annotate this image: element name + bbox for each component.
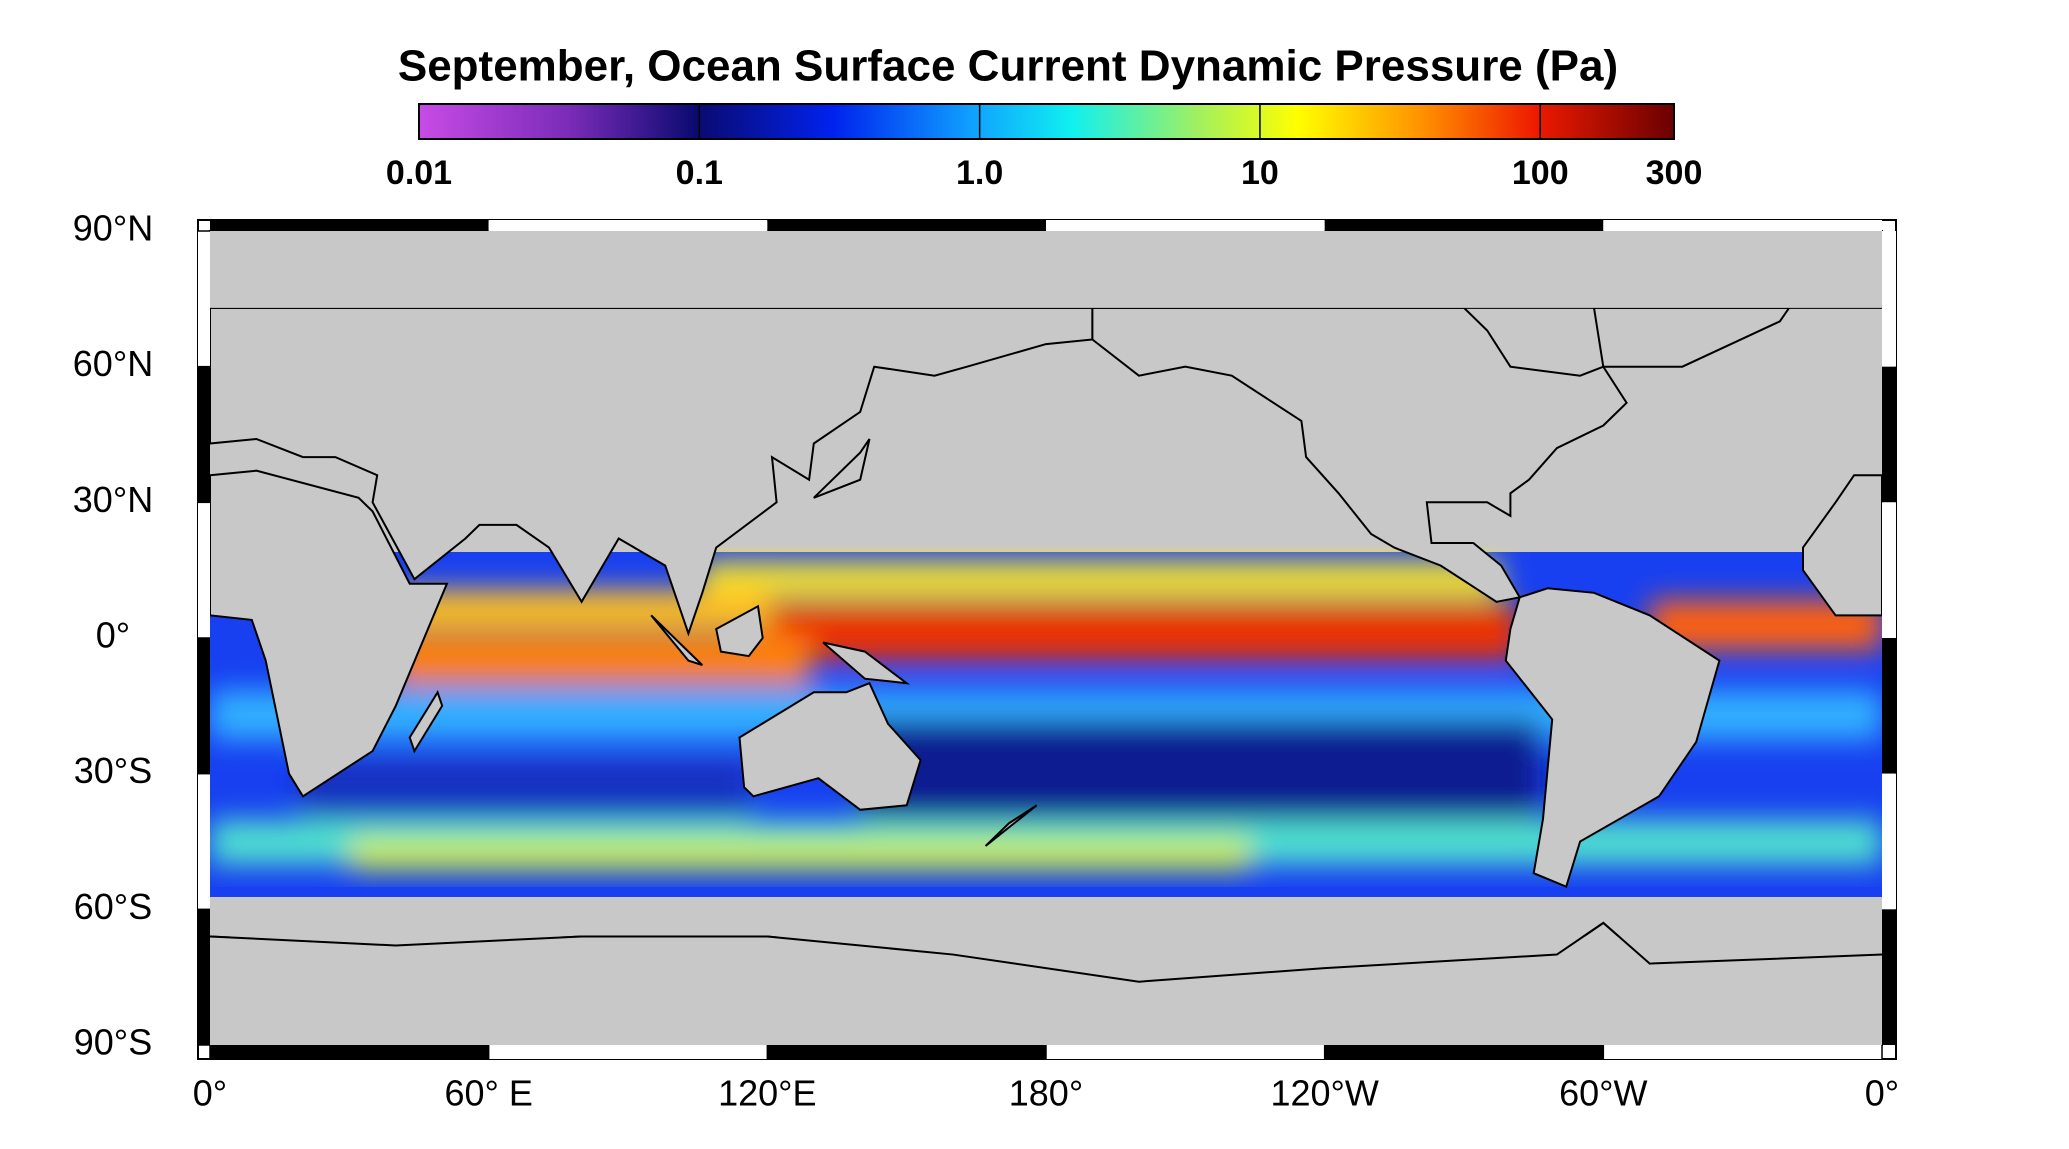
band (700, 560, 1500, 600)
colorbar (418, 103, 1675, 140)
frame-segment (210, 1045, 489, 1059)
axes: 90°N 60°N 30°N 0° 30°S 60°S 90°S 0° 60° E 120°E 18… (73, 208, 1899, 1114)
frame-segment (488, 1045, 768, 1059)
frame-segment (198, 909, 210, 1045)
frame-segment (198, 231, 210, 367)
colorbar-tick-label: 1.0 (956, 154, 1003, 192)
y-tick-label: 30°N (73, 479, 153, 520)
y-tick-label: 60°N (73, 343, 153, 384)
colorbar-tick-label: 100 (1512, 154, 1569, 192)
frame-ticks (198, 220, 1896, 1059)
land-mass (813, 438, 871, 499)
frame-segment (198, 638, 210, 774)
y-tick-label: 30°S (74, 750, 152, 791)
land (209, 230, 1883, 1046)
frame-segment (1882, 909, 1896, 1045)
frame-segment (1882, 638, 1896, 774)
frame-segment (1046, 1045, 1325, 1059)
frame-segment (198, 773, 210, 910)
north-mask (210, 231, 1882, 308)
land-mass (209, 469, 449, 798)
frame-segment (1882, 231, 1896, 367)
frame-segment (198, 366, 210, 503)
x-tick-label: 60° E (444, 1073, 532, 1114)
frame-segment (1882, 773, 1896, 910)
land-mass (1504, 587, 1721, 889)
frame-segment (767, 220, 1046, 231)
band (350, 840, 1250, 870)
band (300, 760, 750, 820)
frame-segment (1603, 220, 1882, 231)
frame-segment (1324, 1045, 1604, 1059)
y-tick-label: 60°S (74, 886, 152, 927)
band (860, 720, 1540, 830)
frame-segment (1603, 1045, 1882, 1059)
land-mass (1091, 306, 1628, 603)
frame-segment (198, 502, 210, 638)
frame-segment (210, 220, 489, 231)
land-mass (738, 681, 922, 811)
land-mass (822, 641, 911, 685)
colorbar-tick-label: 0.01 (386, 154, 452, 192)
colorbar-tick-label: 10 (1241, 154, 1279, 192)
land-mass (650, 614, 703, 667)
x-tick-label: 120°W (1270, 1073, 1378, 1114)
land-mass (408, 689, 444, 754)
x-tick-label: 120°E (718, 1073, 816, 1114)
frame-segment (1882, 502, 1896, 638)
y-tick-label: 0° (96, 615, 130, 656)
colorbar-ticks: 0.01 0.1 1.0 10 100 300 (386, 104, 1702, 192)
x-tick-label: 0° (193, 1073, 227, 1114)
antarctic-coast (209, 921, 1883, 983)
x-tick-label: 60°W (1559, 1073, 1647, 1114)
colorbar-tick-label: 0.1 (676, 154, 723, 192)
chart-title: September, Ocean Surface Current Dynamic… (398, 42, 1618, 91)
band (760, 605, 1520, 660)
land-mass (715, 604, 764, 658)
land-mass (209, 306, 1094, 637)
frame-segment (1046, 220, 1325, 231)
south-mask (210, 936, 1882, 1045)
land-mass (984, 804, 1038, 847)
frame-segment (767, 1045, 1046, 1059)
colorbar-tick-label: 300 (1646, 154, 1703, 192)
x-tick-label: 180° (1009, 1073, 1083, 1114)
x-tick-label: 0° (1865, 1073, 1899, 1114)
y-tick-label: 90°N (73, 208, 153, 249)
frame-segment (488, 220, 768, 231)
frame-segment (1324, 220, 1604, 231)
y-tick-label: 90°S (74, 1022, 152, 1063)
land-mass (1802, 474, 1883, 617)
frame-segment (1882, 366, 1896, 503)
